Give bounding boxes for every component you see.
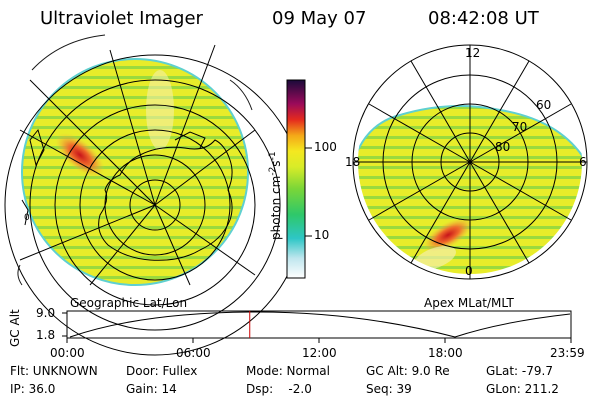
magnetic-map	[352, 44, 588, 280]
mlt-grid	[353, 45, 587, 279]
altitude-curve	[69, 311, 571, 338]
colorbar-tick-10: 10	[314, 228, 330, 242]
seq-value: Seq: 39	[366, 382, 412, 396]
mode-value: Mode: Normal	[246, 364, 330, 378]
colorbar-tick-100: 100	[314, 140, 337, 154]
longitude-grid	[19, 44, 256, 286]
alt-xtick-2359: 23:59	[550, 346, 585, 360]
glon-value: GLon: 211.2	[486, 382, 559, 396]
mlat-label-70: 70	[512, 120, 528, 134]
aurora-spot	[55, 132, 105, 178]
gain-value: Gain: 14	[126, 382, 177, 396]
mlat-label-60: 60	[536, 98, 552, 112]
latitude-grid	[4, 54, 306, 356]
coastline	[98, 139, 233, 261]
dsp-value: Dsp: -2.0	[246, 382, 312, 396]
altitude-plot	[62, 310, 572, 343]
mlt-label-12: 12	[465, 46, 481, 60]
alt-ytick-high: 9.0	[36, 306, 56, 320]
colorbar-unit-label: photon cm-2s-1	[268, 151, 283, 240]
time-label: 08:42:08 UT	[428, 8, 539, 29]
unit-text: photon cm	[269, 175, 283, 240]
svg-text:0: 0	[24, 213, 30, 223]
instrument-title: Ultraviolet Imager	[40, 8, 203, 29]
alt-xtick-1800: 18:00	[428, 346, 463, 360]
mlat-label-80: 80	[495, 140, 511, 154]
geographic-map: 0	[4, 44, 306, 356]
alt-ytick-low: 1.8	[36, 328, 56, 342]
flt-value: Flt: UNKNOWN	[10, 364, 98, 378]
mlt-label-18: 18	[345, 155, 361, 169]
gcalt-value: GC Alt: 9.0 Re	[366, 364, 450, 378]
alt-xtick-1200: 12:00	[302, 346, 337, 360]
left-map-caption: Geographic Lat/Lon	[70, 296, 188, 310]
unit-exp1: -2	[268, 166, 278, 176]
unit-mid: s	[269, 160, 283, 167]
alt-xtick-0600: 06:00	[176, 346, 211, 360]
alt-ylabel: GC Alt	[8, 309, 22, 347]
door-value: Door: Fullex	[126, 364, 198, 378]
glat-value: GLat: -79.7	[486, 364, 553, 378]
ip-value: IP: 36.0	[10, 382, 56, 396]
colorbar	[286, 79, 312, 279]
mlt-label-6: 6	[579, 155, 587, 169]
mlt-label-0: 0	[465, 264, 473, 278]
date-label: 09 May 07	[272, 8, 367, 29]
right-map-caption: Apex MLat/MLT	[424, 296, 514, 310]
alt-xtick-0000: 00:00	[50, 346, 85, 360]
unit-exp2: -1	[268, 151, 278, 161]
